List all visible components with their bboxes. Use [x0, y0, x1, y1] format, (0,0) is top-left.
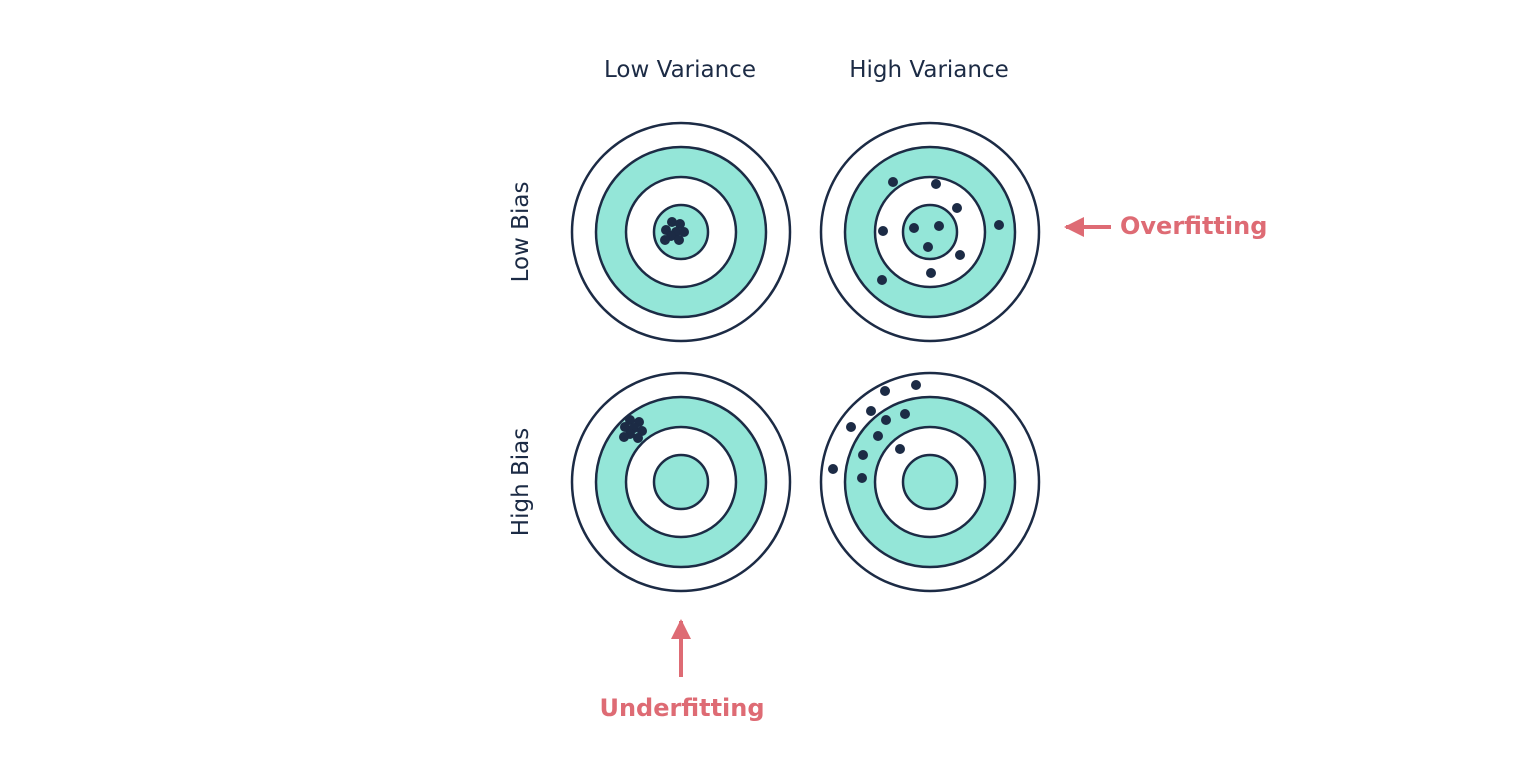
shot: [846, 422, 856, 432]
shot: [667, 217, 677, 227]
shot: [994, 220, 1004, 230]
overfitting-label: Overfitting: [1120, 212, 1267, 240]
shot-scatter: [877, 177, 1004, 285]
shot: [858, 450, 868, 460]
underfitting-label: Underfitting: [599, 694, 764, 722]
shot: [675, 219, 685, 229]
shot: [633, 433, 643, 443]
target-low-bias-high-variance: [819, 121, 1041, 343]
shot: [857, 473, 867, 483]
shot: [923, 242, 933, 252]
shot: [952, 203, 962, 213]
shot: [866, 406, 876, 416]
shot: [620, 422, 630, 432]
shot: [619, 432, 629, 442]
shot-cluster: [619, 415, 647, 443]
shot: [625, 415, 635, 425]
shot: [909, 223, 919, 233]
shot: [900, 409, 910, 419]
shot: [674, 235, 684, 245]
column-header-high-variance: High Variance: [849, 57, 1009, 83]
shot: [828, 464, 838, 474]
shot: [911, 380, 921, 390]
shot-scatter: [828, 380, 921, 483]
shot: [934, 221, 944, 231]
shot: [881, 415, 891, 425]
target-low-bias-low-variance: [570, 121, 792, 343]
shot: [895, 444, 905, 454]
shot: [873, 431, 883, 441]
column-header-low-variance: Low Variance: [604, 57, 756, 83]
target-bullseye: [901, 453, 959, 511]
target-high-bias-high-variance: [819, 371, 1041, 593]
shot: [926, 268, 936, 278]
shot: [878, 226, 888, 236]
shot-cluster: [660, 217, 689, 245]
row-header-high-bias: High Bias: [508, 428, 534, 536]
target-bullseye: [901, 203, 959, 261]
shot: [931, 179, 941, 189]
shot: [888, 177, 898, 187]
shot: [877, 275, 887, 285]
shot: [880, 386, 890, 396]
row-header-low-bias: Low Bias: [508, 182, 534, 283]
target-high-bias-low-variance: [570, 371, 792, 593]
shot: [679, 227, 689, 237]
target-bullseye: [652, 453, 710, 511]
shot: [955, 250, 965, 260]
shot: [660, 235, 670, 245]
